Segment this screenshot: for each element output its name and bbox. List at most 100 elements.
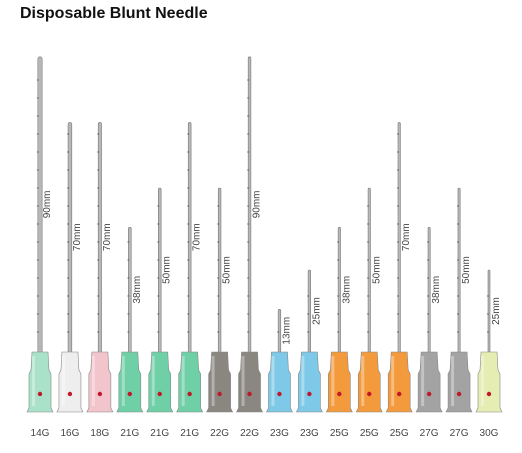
hub-shine [181, 356, 185, 406]
hub-shine [151, 356, 155, 406]
needle [86, 122, 114, 413]
gauge-label: 21G [120, 428, 139, 439]
cannula [247, 56, 252, 357]
cannula [487, 269, 491, 357]
gauge-label: 30G [480, 428, 499, 439]
hub-dot [367, 391, 372, 397]
hub [146, 351, 174, 413]
gauge-label: 27G [450, 428, 469, 439]
gauge-label: 27G [420, 428, 439, 439]
gauge-label: 23G [300, 428, 319, 439]
hub [116, 351, 144, 413]
cannula [337, 227, 341, 357]
needle [385, 122, 413, 413]
hub-dot [456, 391, 462, 397]
hub-dot [277, 391, 282, 397]
cannula [397, 122, 401, 357]
gauge-label: 14G [31, 428, 50, 439]
hub-shine [331, 356, 335, 406]
hub-shine [121, 356, 125, 406]
gauge-label: 25G [360, 428, 379, 439]
length-label: 50mm [162, 256, 173, 284]
length-label: 70mm [72, 223, 83, 251]
hub-shine [211, 356, 215, 406]
hub [265, 351, 293, 413]
hub-shine [481, 356, 484, 406]
gauge-label: 22G [210, 428, 229, 439]
hub-dot [37, 391, 43, 397]
cannula [277, 309, 282, 357]
hub-dot [217, 391, 222, 397]
length-label: 38mm [431, 276, 442, 304]
cannula [187, 122, 192, 357]
gauge-label: 21G [180, 428, 199, 439]
length-label: 70mm [192, 223, 203, 251]
hub [475, 351, 503, 413]
length-label: 50mm [371, 256, 382, 284]
gauge-label: 22G [240, 428, 259, 439]
needle [116, 227, 144, 413]
needle [146, 187, 174, 413]
cannula [307, 269, 312, 357]
hub-shine [61, 356, 65, 406]
length-label: 70mm [102, 223, 113, 251]
hub-shine [421, 356, 425, 406]
hub-dot [127, 391, 132, 397]
hub-shine [32, 356, 35, 406]
hub-dot [337, 391, 342, 397]
length-label: 38mm [341, 276, 352, 304]
hub [236, 351, 264, 413]
length-label: 25mm [311, 297, 322, 325]
length-label: 38mm [132, 276, 143, 304]
hub [415, 351, 443, 413]
length-label: 90mm [42, 191, 53, 219]
needle [445, 187, 473, 413]
length-label: 25mm [491, 297, 502, 325]
gauge-label: 21G [150, 428, 169, 439]
hub-dot [426, 391, 432, 397]
length-label: 50mm [222, 256, 233, 284]
hub-shine [391, 356, 395, 406]
cannula [158, 187, 162, 357]
needle [236, 56, 264, 413]
hub [26, 351, 54, 413]
hub-dot [157, 391, 162, 397]
needle [295, 269, 323, 413]
hub-dot [97, 391, 103, 397]
gauge-label: 25G [390, 428, 409, 439]
hub [295, 351, 323, 413]
hub-dot [397, 391, 402, 397]
hub-shine [91, 356, 95, 406]
hub-dot [67, 391, 73, 397]
gauge-label: 25G [330, 428, 349, 439]
needle [475, 269, 503, 413]
needle [206, 187, 234, 413]
gauge-label: 18G [90, 428, 109, 439]
needle [176, 122, 204, 413]
needle [265, 309, 293, 413]
hub [325, 351, 353, 413]
hub [56, 351, 84, 413]
hub-shine [271, 356, 275, 406]
needle [56, 122, 84, 413]
length-label: 50mm [461, 256, 472, 284]
hub-dot [247, 391, 252, 397]
hub-shine [301, 356, 305, 406]
needle [26, 56, 54, 413]
length-label: 70mm [401, 223, 412, 251]
needle [325, 227, 353, 413]
hub-shine [361, 356, 365, 406]
length-label: 90mm [252, 191, 263, 219]
hub [206, 351, 234, 413]
hub-shine [451, 356, 455, 406]
hub [445, 351, 473, 413]
hub-shine [241, 356, 245, 406]
hub [385, 351, 413, 413]
hub-dot [307, 391, 312, 397]
needle [415, 227, 443, 413]
needle [355, 187, 383, 413]
hub [176, 351, 204, 413]
hub [86, 351, 114, 413]
